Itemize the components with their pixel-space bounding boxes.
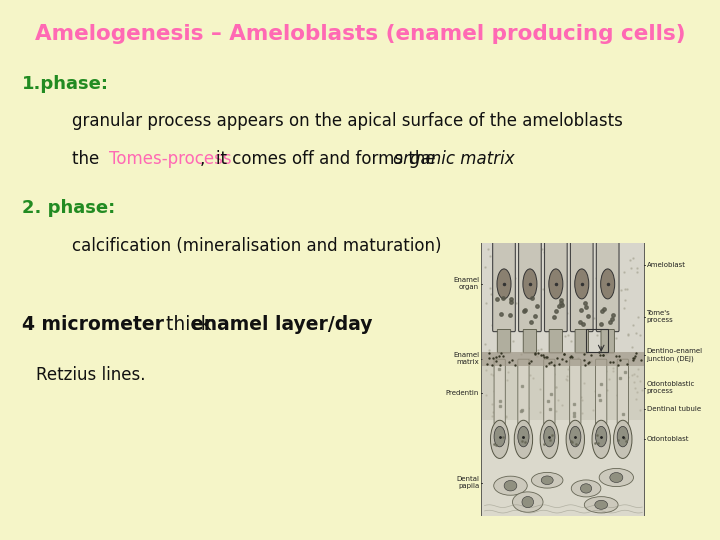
Ellipse shape bbox=[513, 492, 543, 512]
Text: Predentin: Predentin bbox=[446, 390, 480, 396]
Text: Dentino-enamel
junction (DEJ): Dentino-enamel junction (DEJ) bbox=[647, 348, 703, 362]
FancyBboxPatch shape bbox=[544, 359, 555, 424]
Text: ,  it comes off and forms the: , it comes off and forms the bbox=[200, 150, 441, 168]
Ellipse shape bbox=[523, 269, 537, 299]
Ellipse shape bbox=[541, 476, 553, 484]
FancyBboxPatch shape bbox=[492, 241, 516, 332]
Text: Enamel
organ: Enamel organ bbox=[453, 278, 480, 291]
FancyBboxPatch shape bbox=[518, 241, 541, 332]
Ellipse shape bbox=[504, 481, 517, 491]
Text: Odontoblastic
process: Odontoblastic process bbox=[647, 381, 695, 394]
Ellipse shape bbox=[544, 427, 555, 447]
Text: organic matrix: organic matrix bbox=[393, 150, 515, 168]
FancyBboxPatch shape bbox=[544, 241, 567, 332]
Ellipse shape bbox=[490, 420, 509, 458]
Text: granular process appears on the apical surface of the ameloblasts: granular process appears on the apical s… bbox=[72, 112, 623, 131]
Text: Ameloblast: Ameloblast bbox=[647, 262, 685, 268]
Bar bbox=[482, 420, 644, 516]
FancyBboxPatch shape bbox=[498, 329, 510, 353]
Ellipse shape bbox=[518, 427, 529, 447]
Text: the: the bbox=[72, 150, 104, 168]
Text: 2. phase:: 2. phase: bbox=[22, 199, 115, 217]
Ellipse shape bbox=[514, 420, 533, 458]
Bar bbox=[482, 243, 644, 516]
Ellipse shape bbox=[571, 480, 601, 497]
Ellipse shape bbox=[540, 420, 559, 458]
Ellipse shape bbox=[494, 427, 505, 447]
Ellipse shape bbox=[566, 420, 585, 458]
Text: 1.phase:: 1.phase: bbox=[22, 75, 109, 93]
Ellipse shape bbox=[494, 476, 527, 495]
Ellipse shape bbox=[595, 501, 608, 509]
Ellipse shape bbox=[570, 427, 581, 447]
Ellipse shape bbox=[592, 420, 611, 458]
Ellipse shape bbox=[580, 484, 592, 493]
FancyBboxPatch shape bbox=[570, 359, 581, 424]
FancyBboxPatch shape bbox=[596, 241, 619, 332]
Text: Odontoblast: Odontoblast bbox=[647, 436, 689, 442]
Ellipse shape bbox=[613, 420, 632, 458]
Bar bbox=[482, 352, 644, 366]
Ellipse shape bbox=[497, 269, 511, 299]
Ellipse shape bbox=[575, 269, 589, 299]
Text: calcification (mineralisation and maturation): calcification (mineralisation and matura… bbox=[72, 237, 441, 255]
Bar bbox=[586, 329, 608, 352]
FancyBboxPatch shape bbox=[617, 359, 629, 424]
Bar bbox=[482, 366, 644, 420]
Text: Tomes-process: Tomes-process bbox=[109, 150, 232, 168]
FancyBboxPatch shape bbox=[494, 359, 505, 424]
Text: enamel layer/day: enamel layer/day bbox=[191, 314, 372, 334]
Ellipse shape bbox=[617, 427, 629, 447]
Text: Dentinal tubule: Dentinal tubule bbox=[647, 406, 701, 413]
Ellipse shape bbox=[600, 269, 615, 299]
Ellipse shape bbox=[549, 269, 563, 299]
FancyBboxPatch shape bbox=[549, 329, 562, 353]
FancyBboxPatch shape bbox=[523, 329, 536, 353]
Ellipse shape bbox=[610, 472, 623, 483]
Text: Amelogenesis – Ameloblasts (enamel producing cells): Amelogenesis – Ameloblasts (enamel produ… bbox=[35, 24, 685, 44]
Ellipse shape bbox=[585, 497, 618, 513]
Text: Dental
papila: Dental papila bbox=[456, 476, 480, 489]
Text: Tome's
process: Tome's process bbox=[647, 310, 673, 323]
FancyBboxPatch shape bbox=[601, 329, 614, 353]
Ellipse shape bbox=[595, 427, 607, 447]
Text: Retzius lines.: Retzius lines. bbox=[36, 366, 145, 384]
FancyBboxPatch shape bbox=[595, 359, 607, 424]
FancyBboxPatch shape bbox=[518, 359, 529, 424]
FancyBboxPatch shape bbox=[570, 241, 593, 332]
Text: Enamel
matrix: Enamel matrix bbox=[453, 353, 480, 366]
Text: thick: thick bbox=[160, 314, 217, 334]
Bar bbox=[482, 243, 644, 366]
FancyBboxPatch shape bbox=[575, 329, 588, 353]
Ellipse shape bbox=[522, 496, 534, 508]
Ellipse shape bbox=[531, 472, 563, 488]
Text: 4 micrometer: 4 micrometer bbox=[22, 314, 163, 334]
Ellipse shape bbox=[599, 469, 634, 487]
